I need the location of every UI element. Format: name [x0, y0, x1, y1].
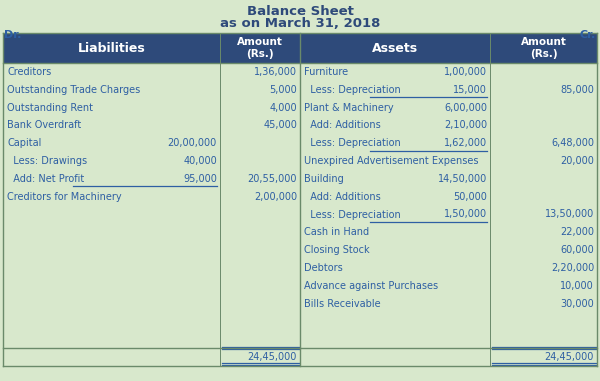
Text: 85,000: 85,000 [560, 85, 594, 95]
Text: 1,00,000: 1,00,000 [444, 67, 487, 77]
Text: Closing Stock: Closing Stock [304, 245, 370, 255]
Text: Less: Drawings: Less: Drawings [7, 156, 87, 166]
Text: 20,55,000: 20,55,000 [248, 174, 297, 184]
Text: Assets: Assets [372, 42, 418, 54]
Text: Debtors: Debtors [304, 263, 343, 273]
Text: 50,000: 50,000 [453, 192, 487, 202]
Text: 2,00,000: 2,00,000 [254, 192, 297, 202]
Text: Advance against Purchases: Advance against Purchases [304, 281, 438, 291]
Text: Less: Depreciation: Less: Depreciation [304, 210, 401, 219]
Text: 13,50,000: 13,50,000 [545, 210, 594, 219]
Text: 30,000: 30,000 [560, 299, 594, 309]
Text: Add: Additions: Add: Additions [304, 192, 381, 202]
Text: 45,000: 45,000 [263, 120, 297, 130]
Text: 1,62,000: 1,62,000 [444, 138, 487, 148]
Text: Furniture: Furniture [304, 67, 348, 77]
Text: Plant & Machinery: Plant & Machinery [304, 102, 394, 112]
Text: Add: Net Profit: Add: Net Profit [7, 174, 84, 184]
Text: 1,50,000: 1,50,000 [444, 210, 487, 219]
Bar [3, 33, 300, 63]
Text: Cr.: Cr. [580, 30, 596, 40]
Text: Less: Depreciation: Less: Depreciation [304, 85, 401, 95]
Text: 60,000: 60,000 [560, 245, 594, 255]
Text: 24,45,000: 24,45,000 [248, 352, 297, 362]
Text: Dr.: Dr. [4, 30, 22, 40]
Bar [300, 33, 597, 63]
Text: Bank Overdraft: Bank Overdraft [7, 120, 81, 130]
Text: 2,10,000: 2,10,000 [444, 120, 487, 130]
Text: Creditors for Machinery: Creditors for Machinery [7, 192, 122, 202]
Text: Creditors: Creditors [7, 67, 51, 77]
Text: 24,45,000: 24,45,000 [545, 352, 594, 362]
Text: Add: Additions: Add: Additions [304, 120, 381, 130]
Text: 20,000: 20,000 [560, 156, 594, 166]
Text: 40,000: 40,000 [183, 156, 217, 166]
Text: 6,48,000: 6,48,000 [551, 138, 594, 148]
Text: Amount
(Rs.): Amount (Rs.) [521, 37, 566, 59]
Text: 6,00,000: 6,00,000 [444, 102, 487, 112]
Text: 1,36,000: 1,36,000 [254, 67, 297, 77]
Text: 2,20,000: 2,20,000 [551, 263, 594, 273]
Text: Building: Building [304, 174, 344, 184]
Text: 20,00,000: 20,00,000 [168, 138, 217, 148]
Text: Less: Depreciation: Less: Depreciation [304, 138, 401, 148]
Text: Amount
(Rs.): Amount (Rs.) [237, 37, 283, 59]
Text: 4,000: 4,000 [269, 102, 297, 112]
Text: 14,50,000: 14,50,000 [438, 174, 487, 184]
Text: Outstanding Trade Charges: Outstanding Trade Charges [7, 85, 140, 95]
Text: 15,000: 15,000 [453, 85, 487, 95]
Text: Balance Sheet: Balance Sheet [247, 5, 353, 18]
Text: 22,000: 22,000 [560, 227, 594, 237]
Text: 10,000: 10,000 [560, 281, 594, 291]
Text: Cash in Hand: Cash in Hand [304, 227, 369, 237]
Text: Bills Receivable: Bills Receivable [304, 299, 380, 309]
Text: as on March 31, 2018: as on March 31, 2018 [220, 17, 380, 30]
Text: 95,000: 95,000 [183, 174, 217, 184]
Text: Unexpired Advertisement Expenses: Unexpired Advertisement Expenses [304, 156, 479, 166]
Text: Liabilities: Liabilities [77, 42, 145, 54]
Text: Capital: Capital [7, 138, 41, 148]
Text: Outstanding Rent: Outstanding Rent [7, 102, 93, 112]
Text: 5,000: 5,000 [269, 85, 297, 95]
